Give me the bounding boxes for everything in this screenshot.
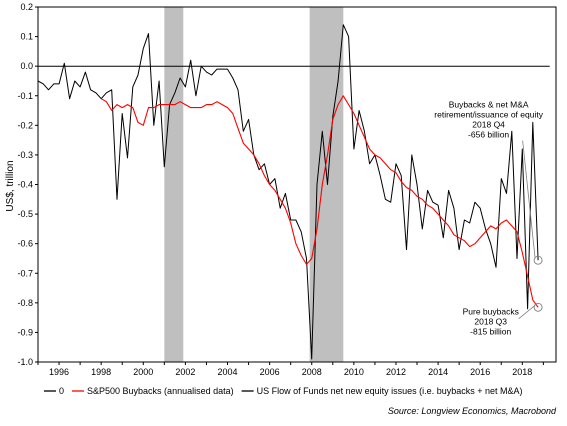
annotation-leader-1 xyxy=(518,304,536,319)
annotation-leader-0 xyxy=(522,140,536,259)
y-tick-label-12: -1.0 xyxy=(17,357,33,367)
x-tick-label-10: 2016 xyxy=(470,367,490,377)
series-line-1 xyxy=(100,95,539,308)
y-tick-label-10: -0.8 xyxy=(17,298,33,308)
annotation-line-0-0: Buybacks & net M&A xyxy=(449,100,529,110)
source-note: Source: Longview Economics, Macrobond xyxy=(388,406,557,416)
annotation-text-0: Buybacks & net M&A retirement/issuance of… xyxy=(434,100,543,140)
annotation-text-1: Pure buybacks 2018 Q3 -815 billion xyxy=(463,307,519,337)
annotation-marker-0 xyxy=(533,255,543,265)
annotation-line-0-1: retirement/issuance of equity xyxy=(434,110,543,120)
y-tick-label-9: -0.7 xyxy=(17,268,33,278)
x-tick-label-3: 2002 xyxy=(175,367,195,377)
y-tick-label-8: -0.6 xyxy=(17,239,33,249)
y-tick-label-3: -0.1 xyxy=(17,91,33,101)
annotation-line-0-3: -656 billion xyxy=(468,130,509,140)
y-tick-label-2: 0.0 xyxy=(20,61,33,71)
axes: 0.2 0.1 0.0 -0.1 -0.2 -0.3 -0.4 -0.5 -0.6 -0.7 -0.… xyxy=(17,2,557,377)
series-line-2 xyxy=(37,24,539,360)
recession-band-1 xyxy=(309,7,344,362)
legend-label-0: 0 xyxy=(59,386,64,396)
annotation-line-1-1: 2018 Q3 xyxy=(474,317,507,327)
x-tick-label-11: 2018 xyxy=(512,367,532,377)
y-tick-label-0: 0.2 xyxy=(20,2,33,12)
y-tick-label-7: -0.5 xyxy=(17,209,33,219)
y-tick-label-4: -0.2 xyxy=(17,120,33,130)
annotation-marker-1 xyxy=(533,302,543,312)
x-tick-label-9: 2014 xyxy=(428,367,448,377)
x-tick-label-6: 2008 xyxy=(302,367,322,377)
legend-label-1: S&P500 Buybacks (annualised data) xyxy=(87,386,234,396)
x-tick-label-7: 2010 xyxy=(344,367,364,377)
y-tick-label-1: 0.1 xyxy=(20,32,33,42)
y-tick-label-6: -0.4 xyxy=(17,180,33,190)
annotation-line-1-0: Pure buybacks xyxy=(463,307,519,317)
annotation-line-1-2: -815 billion xyxy=(470,327,511,337)
annotation-line-0-2: 2018 Q4 xyxy=(472,120,505,130)
x-tick-label-5: 2006 xyxy=(260,367,280,377)
series-lines xyxy=(37,24,550,360)
x-tick-label-8: 2012 xyxy=(386,367,406,377)
y-axis-label: US$, trillion xyxy=(5,160,16,211)
x-tick-label-2: 2000 xyxy=(133,367,153,377)
x-tick-label-1: 1998 xyxy=(91,367,111,377)
annotations: Buybacks & net M&A retirement/issuance of… xyxy=(434,100,543,337)
x-tick-label-0: 1996 xyxy=(49,367,69,377)
y-tick-label-11: -0.9 xyxy=(17,327,33,337)
legend-label-2: US Flow of Funds net new equity issues (… xyxy=(257,386,523,396)
y-tick-label-5: -0.3 xyxy=(17,150,33,160)
x-tick-label-4: 2004 xyxy=(217,367,237,377)
recession-band-0 xyxy=(164,7,184,362)
legend: 0 S&P500 Buybacks (annualised data) US Flo… xyxy=(44,386,522,396)
